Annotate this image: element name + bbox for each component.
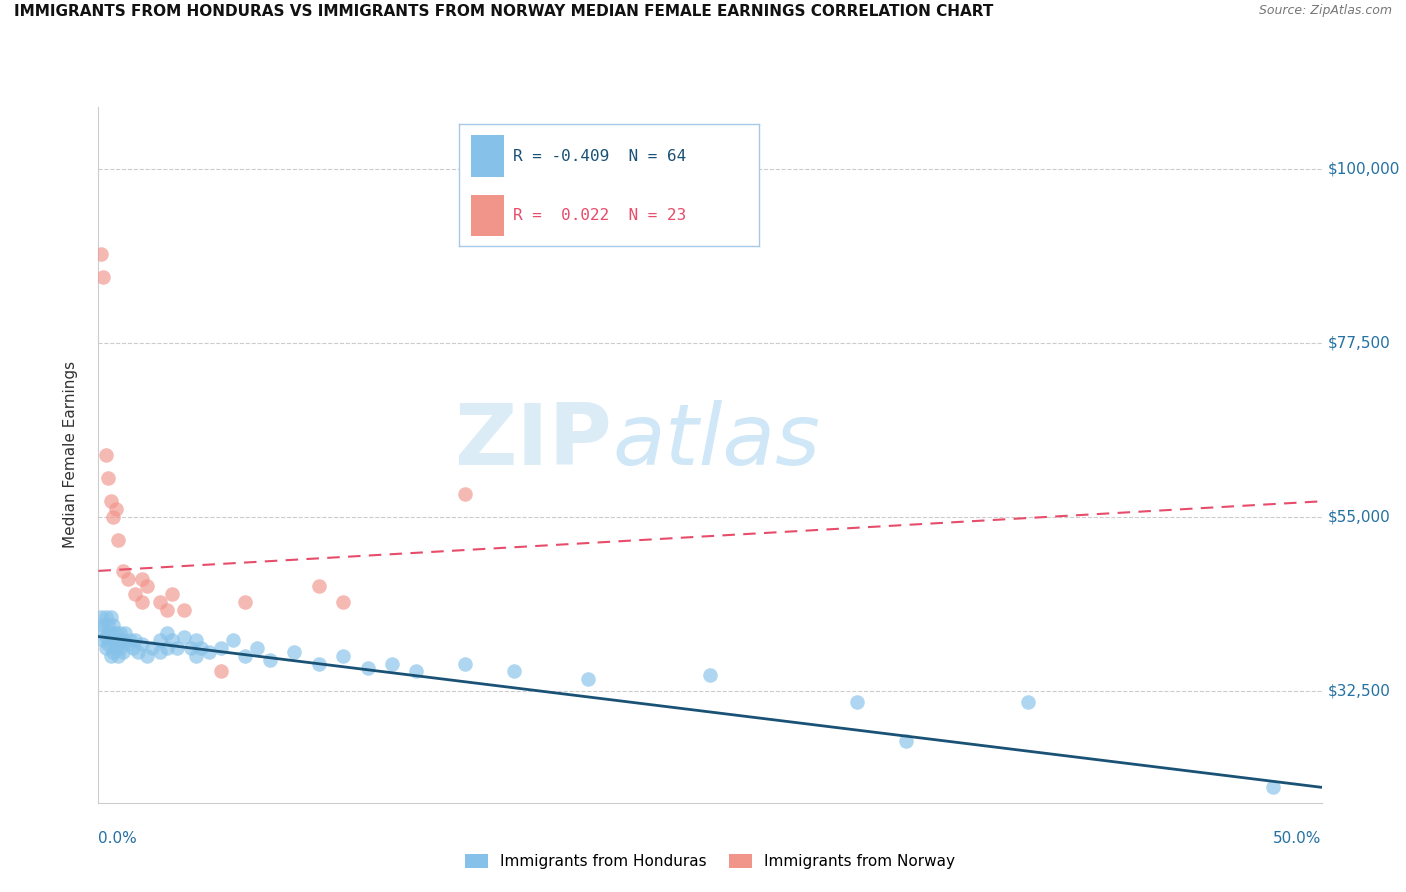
Point (91, 270, 114, 285)
Point (503, 665, 526, 679)
Point (91, 618, 114, 632)
Point (283, 645, 305, 659)
Point (101, 509, 124, 524)
Point (94, 630, 117, 644)
Point (166, 641, 188, 656)
Point (94, 448, 117, 462)
Point (1017, 695, 1039, 709)
Point (332, 648, 354, 663)
Point (141, 641, 163, 656)
Point (332, 595, 354, 609)
Point (160, 633, 183, 648)
Point (97, 471, 120, 485)
Point (233, 648, 256, 663)
Point (124, 587, 146, 601)
Point (454, 657, 477, 671)
Point (107, 533, 129, 547)
Point (131, 637, 153, 651)
Point (100, 494, 122, 508)
Point (1261, 780, 1284, 795)
Point (209, 665, 232, 679)
Point (127, 645, 149, 659)
Text: atlas: atlas (612, 400, 820, 483)
Point (120, 633, 142, 648)
Point (121, 641, 143, 656)
Point (156, 602, 179, 616)
Point (186, 648, 208, 663)
Point (101, 618, 124, 632)
Point (111, 645, 134, 659)
Point (222, 633, 245, 648)
Point (894, 734, 917, 748)
Text: $32,500: $32,500 (1327, 683, 1391, 698)
Point (149, 595, 172, 609)
Point (308, 657, 330, 671)
Y-axis label: Median Female Earnings: Median Female Earnings (63, 361, 77, 549)
Text: $100,000: $100,000 (1327, 161, 1400, 177)
Point (90, 247, 112, 261)
Point (454, 486, 477, 500)
Point (100, 625, 122, 640)
Point (149, 633, 172, 648)
Point (90, 610, 112, 624)
Point (110, 641, 132, 656)
Point (104, 502, 127, 516)
Point (173, 602, 195, 616)
Point (114, 625, 136, 640)
Text: 0.0%: 0.0% (98, 830, 138, 846)
Text: $55,000: $55,000 (1327, 509, 1391, 524)
Point (94, 641, 117, 656)
Point (233, 595, 256, 609)
Point (104, 641, 127, 656)
Point (97, 618, 120, 632)
Point (110, 625, 132, 640)
Point (259, 653, 281, 667)
Point (97, 625, 120, 640)
Point (699, 668, 721, 682)
Point (156, 625, 179, 640)
Point (209, 641, 232, 656)
Point (131, 595, 153, 609)
Point (149, 645, 172, 659)
Point (131, 572, 153, 586)
Point (100, 610, 122, 624)
Point (246, 641, 269, 656)
Point (197, 645, 219, 659)
Text: $77,500: $77,500 (1327, 335, 1391, 351)
Point (94, 610, 117, 624)
Point (576, 672, 599, 686)
Point (97, 637, 120, 651)
Point (117, 637, 139, 651)
Point (405, 665, 427, 679)
Point (111, 564, 134, 578)
Point (117, 572, 139, 586)
Point (90, 622, 112, 636)
Point (111, 633, 134, 648)
Point (91, 633, 114, 648)
Point (136, 648, 159, 663)
Point (190, 641, 212, 656)
Point (136, 579, 159, 593)
Point (180, 641, 202, 656)
Text: Source: ZipAtlas.com: Source: ZipAtlas.com (1258, 4, 1392, 18)
Point (160, 587, 183, 601)
Point (173, 630, 195, 644)
Point (381, 657, 404, 671)
Point (107, 648, 129, 663)
Text: 50.0%: 50.0% (1274, 830, 1322, 846)
Point (101, 645, 124, 659)
Legend: Immigrants from Honduras, Immigrants from Norway: Immigrants from Honduras, Immigrants fro… (458, 848, 962, 875)
Point (107, 633, 129, 648)
Point (845, 695, 868, 709)
Point (101, 633, 124, 648)
Point (356, 660, 378, 674)
Point (124, 633, 146, 648)
Point (100, 648, 122, 663)
Point (156, 641, 179, 656)
Point (308, 579, 330, 593)
Text: IMMIGRANTS FROM HONDURAS VS IMMIGRANTS FROM NORWAY MEDIAN FEMALE EARNINGS CORREL: IMMIGRANTS FROM HONDURAS VS IMMIGRANTS F… (14, 4, 994, 20)
Point (104, 625, 127, 640)
Text: ZIP: ZIP (454, 400, 612, 483)
Point (186, 633, 208, 648)
